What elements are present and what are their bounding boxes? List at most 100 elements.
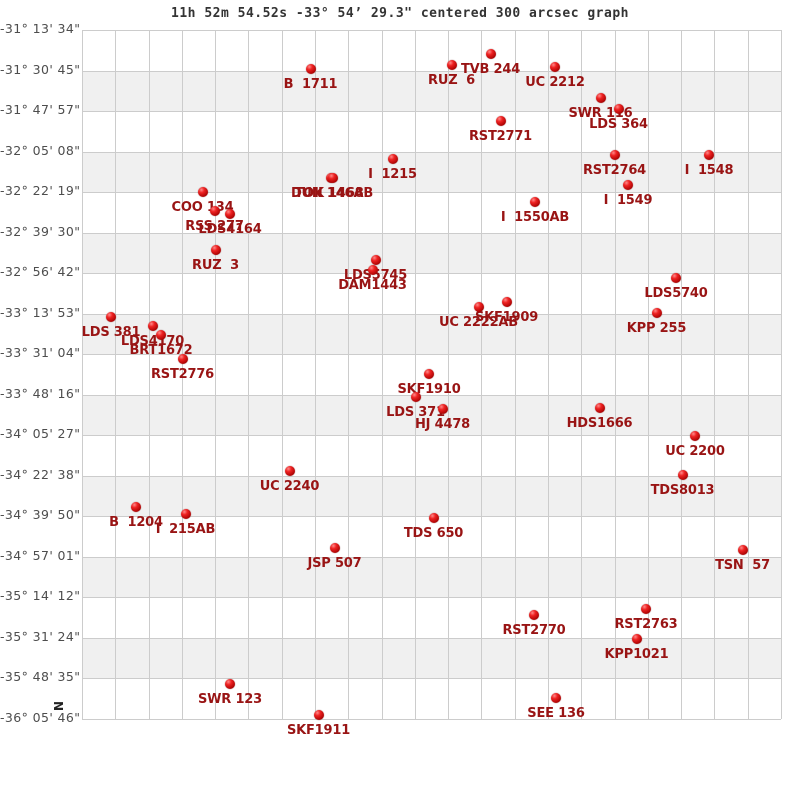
h-gridline [82, 556, 781, 558]
y-tick-label: -31° 47' 57" [0, 102, 81, 118]
data-point [370, 255, 381, 265]
point-label: TDS 650 [403, 525, 464, 541]
data-point [197, 186, 208, 197]
point-label: KPP 255 [626, 320, 687, 336]
row-band [82, 556, 781, 598]
north-indicator: N [51, 700, 66, 712]
data-point [609, 149, 620, 160]
point-label: LDS 364 [589, 116, 648, 132]
data-point [210, 245, 221, 255]
data-point [623, 180, 633, 190]
point-label: RUZ 3 [192, 258, 239, 273]
point-label: TDS8013 [650, 483, 715, 498]
y-tick-label: -33° 31' 04" [0, 345, 81, 361]
data-point [473, 302, 484, 312]
v-gridline [414, 30, 416, 719]
h-gridline [82, 678, 781, 680]
y-tick-label: -36° 05' 46" [0, 710, 81, 725]
y-tick-label: -31° 30' 45" [0, 61, 81, 77]
data-point [529, 609, 539, 620]
point-label: LDS 381 [81, 325, 141, 340]
data-point [551, 692, 561, 703]
y-tick-label: -35° 48' 35" [0, 669, 81, 685]
point-label: SKF1910 [397, 381, 461, 397]
point-label: SKF1909 [474, 310, 539, 325]
y-tick-label: -32° 56' 42" [0, 264, 81, 280]
data-point [387, 153, 398, 164]
h-gridline [82, 30, 781, 31]
data-point [156, 329, 166, 340]
data-point [641, 603, 651, 614]
data-point [177, 353, 188, 364]
row-band [82, 637, 781, 679]
data-point [530, 197, 540, 207]
data-point [329, 543, 340, 553]
point-label: RST2776 [150, 366, 215, 382]
h-gridline [82, 597, 781, 599]
h-gridline [82, 70, 781, 72]
point-label: I 1215 [368, 166, 417, 182]
point-label: RST2763 [614, 616, 678, 632]
v-gridline [82, 30, 83, 719]
data-point [147, 321, 158, 331]
h-gridline [82, 111, 781, 113]
y-tick-label: -32° 39' 30" [0, 223, 81, 239]
point-label: LDS5740 [644, 286, 708, 301]
row-band [82, 232, 781, 274]
y-tick-label: -35° 14' 12" [0, 588, 81, 604]
data-point [651, 307, 662, 318]
point-label: HJ 4478 [414, 417, 471, 432]
point-label: I 1550AB [500, 210, 570, 225]
data-point [671, 273, 681, 283]
point-label: TSN 57 [715, 558, 770, 573]
point-label: B 1204 [109, 514, 163, 530]
point-label: RUZ 6 [428, 72, 475, 88]
data-point [485, 48, 496, 59]
data-point [495, 116, 506, 126]
data-point [327, 173, 338, 183]
point-label: UC 2222AB [439, 315, 518, 330]
v-gridline [781, 30, 782, 719]
data-point [595, 93, 606, 103]
point-label: TVB 244 [460, 61, 521, 77]
v-gridline [248, 30, 250, 719]
y-tick-label: -33° 13' 53" [0, 304, 81, 320]
y-tick-label: -32° 05' 08" [0, 142, 81, 158]
point-label: BRT1672 [129, 342, 193, 358]
y-tick-label: -32° 22' 19" [0, 183, 81, 199]
v-gridline [581, 30, 583, 719]
point-label: JSP 507 [307, 556, 362, 571]
data-point [501, 297, 512, 307]
point-label: I 1549 [603, 193, 653, 208]
v-gridline [381, 30, 383, 719]
point-label: SKF1911 [286, 723, 351, 738]
chart-title: 11h 52m 54.52s -33° 54’ 29.3" centered 3… [171, 6, 629, 21]
v-gridline [681, 30, 683, 719]
v-gridline [115, 30, 117, 719]
point-label: SWR 123 [198, 691, 262, 707]
y-tick-label: -34° 05' 27" [0, 426, 81, 442]
v-gridline [714, 30, 716, 719]
point-label: LDS5745 [343, 268, 408, 283]
y-tick-label: -34° 39' 50" [0, 507, 81, 523]
data-point [631, 633, 642, 644]
data-point [106, 312, 116, 322]
h-gridline [82, 719, 781, 720]
point-label: TOK 1468 [294, 185, 364, 201]
point-label: RST2770 [502, 622, 566, 638]
point-label: DAM1443 [338, 277, 407, 293]
data-point [690, 431, 700, 441]
v-gridline [281, 30, 283, 719]
data-point [313, 710, 324, 720]
v-gridline [148, 30, 150, 719]
point-label: RST2764 [582, 162, 647, 178]
data-point [437, 404, 448, 414]
h-gridline [82, 637, 781, 639]
h-gridline [82, 192, 781, 194]
y-tick-label: -31° 13' 34" [0, 21, 81, 36]
data-point [284, 465, 295, 476]
y-tick-label: -35° 31' 24" [0, 628, 81, 644]
row-band [82, 151, 781, 193]
point-label: UC 2240 [259, 478, 320, 494]
